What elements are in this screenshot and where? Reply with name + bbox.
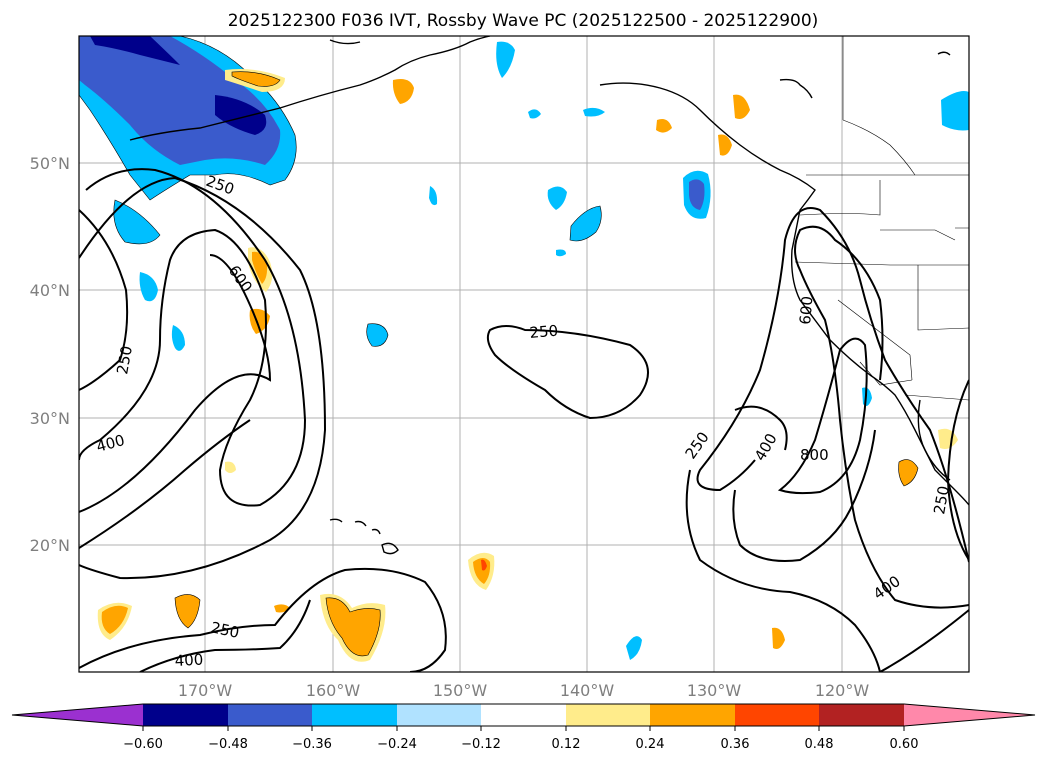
colorbar-extend-high [904,704,1035,726]
colorbar: −0.60 −0.48 −0.36 −0.24 −0.12 0.12 0.24 … [11,703,1036,752]
colorbar-segment [228,704,313,726]
lon-label: 170°W [178,681,233,700]
lon-label: 120°W [815,681,870,700]
colorbar-extend-low [12,704,143,726]
contour-label: 250 [209,618,241,642]
colorbar-ticks [142,726,905,731]
lat-label: 50°N [30,154,70,173]
contour-label: 250 [930,484,953,515]
colorbar-segment [481,704,566,726]
contour-label: 400 [174,651,204,670]
positive-anomaly-fills [97,69,958,662]
lat-label: 20°N [30,536,70,555]
colorbar-segment [735,704,820,726]
longitude-labels: 170°W 160°W 150°W 140°W 130°W 120°W [178,681,870,700]
lon-label: 130°W [687,681,742,700]
colorbar-segment [143,704,228,726]
lon-label: 150°W [433,681,488,700]
lon-label: 160°W [306,681,361,700]
map-panel [78,35,970,673]
ivt-contours [79,168,969,672]
colorbar-tick-label: 0.12 [552,737,581,752]
colorbar-tick-label: 0.36 [721,737,750,752]
colorbar-tick-label: −0.48 [208,737,248,752]
lat-label: 30°N [30,409,70,428]
contour-label: 800 [800,446,829,464]
colorbar-tick-label: −0.24 [377,737,417,752]
colorbar-tick-label: −0.60 [123,737,163,752]
figure-title: 2025122300 F036 IVT, Rossby Wave PC (202… [228,11,819,31]
lon-label: 140°W [560,681,615,700]
latitude-labels: 50°N 40°N 30°N 20°N [30,154,70,555]
colorbar-segment [819,704,904,726]
colorbar-tick-label: 0.60 [890,737,919,752]
contour-label: 250 [529,322,559,342]
colorbar-segment [566,704,651,726]
contour-label: 600 [796,295,816,325]
coastlines [129,36,969,555]
contour-label: 250 [113,344,136,375]
colorbar-segment [397,704,482,726]
lat-label: 40°N [30,281,70,300]
map-frame [78,35,970,673]
colorbar-tick-label: 0.48 [805,737,834,752]
colorbar-segment [650,704,735,726]
colorbar-tick-label: −0.12 [461,737,501,752]
colorbar-segment [312,704,397,726]
colorbar-tick-label: −0.36 [292,737,332,752]
colorbar-tick-label: 0.24 [636,737,665,752]
political-borders [794,36,969,401]
